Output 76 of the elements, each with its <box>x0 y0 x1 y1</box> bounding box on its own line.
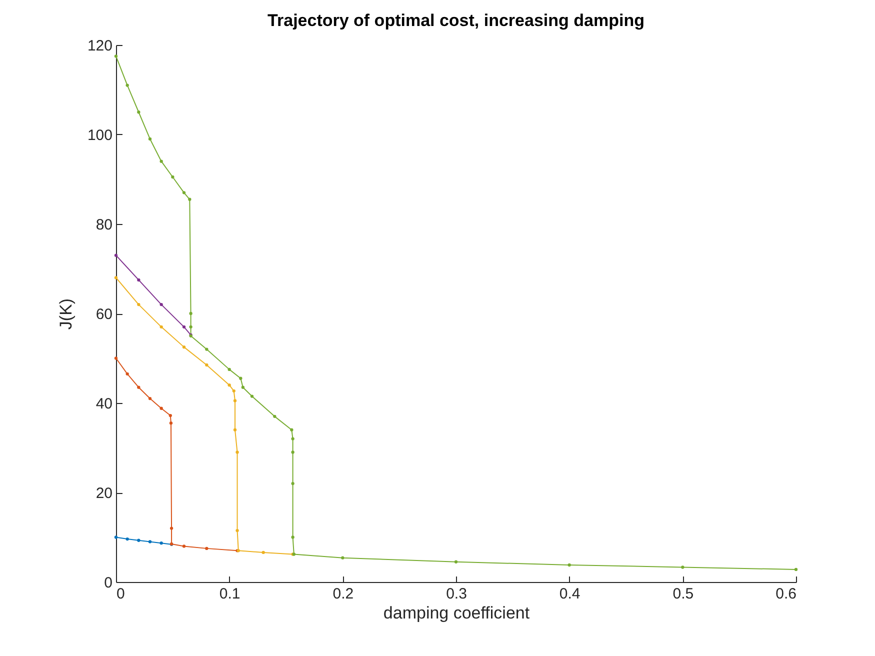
x-tick-label: 0.1 <box>219 586 240 602</box>
point <box>241 386 245 389</box>
point <box>160 160 163 163</box>
x-tick-label: 0.2 <box>332 586 354 602</box>
line-series <box>114 254 192 337</box>
y-tick-label: 60 <box>96 306 112 323</box>
point <box>182 191 186 194</box>
point <box>228 368 231 372</box>
point <box>114 536 118 539</box>
point <box>137 278 140 282</box>
point <box>341 556 344 560</box>
x-axis-title: damping coefficient <box>383 604 530 622</box>
point <box>114 254 118 257</box>
point <box>233 399 237 402</box>
point <box>291 450 294 454</box>
point <box>148 137 152 141</box>
point <box>160 302 163 306</box>
point <box>160 406 163 410</box>
point <box>126 537 129 541</box>
point <box>170 526 174 530</box>
x-tick-label: 0.4 <box>559 586 580 602</box>
point <box>168 414 172 418</box>
line-series <box>114 276 294 556</box>
point <box>236 450 239 454</box>
y-tick-label: 0 <box>104 574 112 592</box>
point <box>273 414 276 418</box>
point <box>232 389 236 392</box>
x-tick-label: 0.6 <box>776 586 796 602</box>
x-tick-label: 0 <box>116 586 125 602</box>
y-tick-label: 20 <box>96 485 112 502</box>
point <box>114 54 118 58</box>
point <box>291 536 294 539</box>
point <box>182 544 186 548</box>
point <box>182 325 186 329</box>
point <box>148 540 152 544</box>
y-tick-label: 40 <box>96 396 112 412</box>
point <box>290 428 294 432</box>
y-tick-label: 80 <box>96 216 112 234</box>
y-tick-label: 100 <box>87 127 112 144</box>
point <box>239 376 242 380</box>
point <box>114 356 118 360</box>
point <box>137 538 140 542</box>
point <box>188 198 192 201</box>
x-tick-label: 0.3 <box>446 586 467 602</box>
point <box>236 528 239 532</box>
point <box>291 482 294 486</box>
point <box>205 546 208 550</box>
point <box>137 110 140 114</box>
point <box>137 386 140 389</box>
point <box>228 384 231 387</box>
point <box>126 84 129 87</box>
y-axis-title: J(K) <box>56 298 76 330</box>
point <box>454 560 458 564</box>
chart-title: Trajectory of optimal cost, increasing damping <box>268 11 644 30</box>
point <box>205 363 208 367</box>
point <box>169 422 173 425</box>
point <box>291 437 294 440</box>
point <box>182 345 186 349</box>
point <box>568 563 571 567</box>
point <box>233 428 237 432</box>
y-tick-label: 120 <box>87 38 112 54</box>
point <box>148 396 152 400</box>
point <box>189 312 192 316</box>
point <box>794 568 798 572</box>
point <box>137 302 140 306</box>
point <box>171 175 174 179</box>
x-tick-label: 0.5 <box>672 586 694 602</box>
point <box>126 372 129 376</box>
point <box>205 348 208 351</box>
point <box>681 566 684 569</box>
point <box>189 325 192 329</box>
point <box>250 394 254 398</box>
point <box>262 550 265 554</box>
point <box>114 276 118 280</box>
point <box>160 541 163 545</box>
point <box>160 325 163 329</box>
